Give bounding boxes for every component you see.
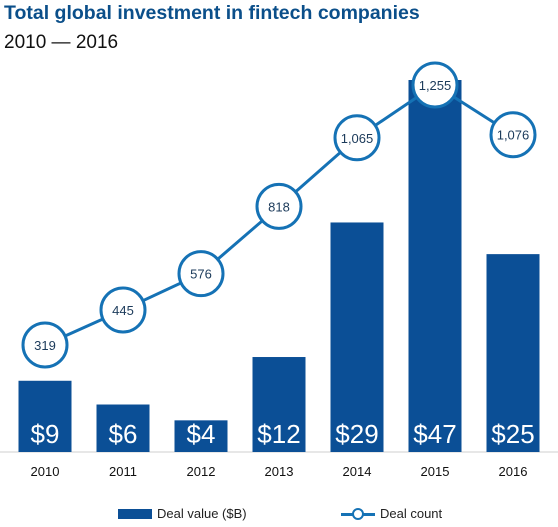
x-tick-label-2013: 2013: [265, 464, 294, 479]
deal-count-label-2011: 445: [112, 303, 134, 318]
deal-count-point-2013: [255, 182, 303, 230]
legend-item-deal-count: Deal count: [341, 506, 442, 521]
bar-2012: [174, 420, 228, 452]
deal-count-label-2012: 576: [190, 267, 212, 282]
bar-2016: [486, 254, 540, 452]
deal-count-point-2012: [177, 250, 225, 298]
bar-label-2013: $12: [257, 419, 300, 449]
deal-count-point-2014: [333, 114, 381, 162]
bar-2015: [408, 80, 462, 452]
bar-2013: [252, 357, 306, 452]
deal-count-point-2011: [99, 286, 147, 334]
legend-label-deal-value: Deal value ($B): [157, 506, 247, 521]
x-tick-label-2012: 2012: [187, 464, 216, 479]
deal-count-label-2014: 1,065: [341, 131, 374, 146]
bar-label-2010: $9: [31, 419, 60, 449]
x-tick-label-2014: 2014: [343, 464, 372, 479]
deal-count-point-2015: [411, 61, 459, 109]
deal-count-point-2016: [489, 111, 537, 159]
legend-label-deal-count: Deal count: [380, 506, 443, 521]
x-tick-label-2016: 2016: [499, 464, 528, 479]
deal-count-label-2013: 818: [268, 199, 290, 214]
x-tick-label-2015: 2015: [421, 464, 450, 479]
bar-2014: [330, 222, 384, 452]
deal-count-label-2016: 1,076: [497, 128, 530, 143]
legend: Deal value ($B) Deal count: [0, 506, 558, 526]
bar-label-2016: $25: [491, 419, 534, 449]
legend-swatch-line: [341, 507, 375, 520]
bar-label-2014: $29: [335, 419, 378, 449]
legend-swatch-bar: [118, 508, 152, 519]
chart-title: Total global investment in fintech compa…: [4, 2, 420, 24]
bar-label-2011: $6: [109, 419, 138, 449]
bar-2010: [18, 380, 72, 452]
chart-subtitle: 2010 — 2016: [4, 32, 119, 53]
legend-item-deal-value: Deal value ($B): [118, 506, 247, 521]
deal-count-point-2010: [21, 321, 69, 369]
x-tick-label-2011: 2011: [109, 464, 137, 479]
bar-label-2015: $47: [413, 419, 456, 449]
bar-2011: [96, 404, 150, 452]
x-tick-label-2010: 2010: [31, 464, 60, 479]
bar-label-2012: $4: [187, 419, 216, 449]
deal-count-label-2010: 319: [34, 338, 56, 353]
deal-count-label-2015: 1,255: [419, 78, 452, 93]
